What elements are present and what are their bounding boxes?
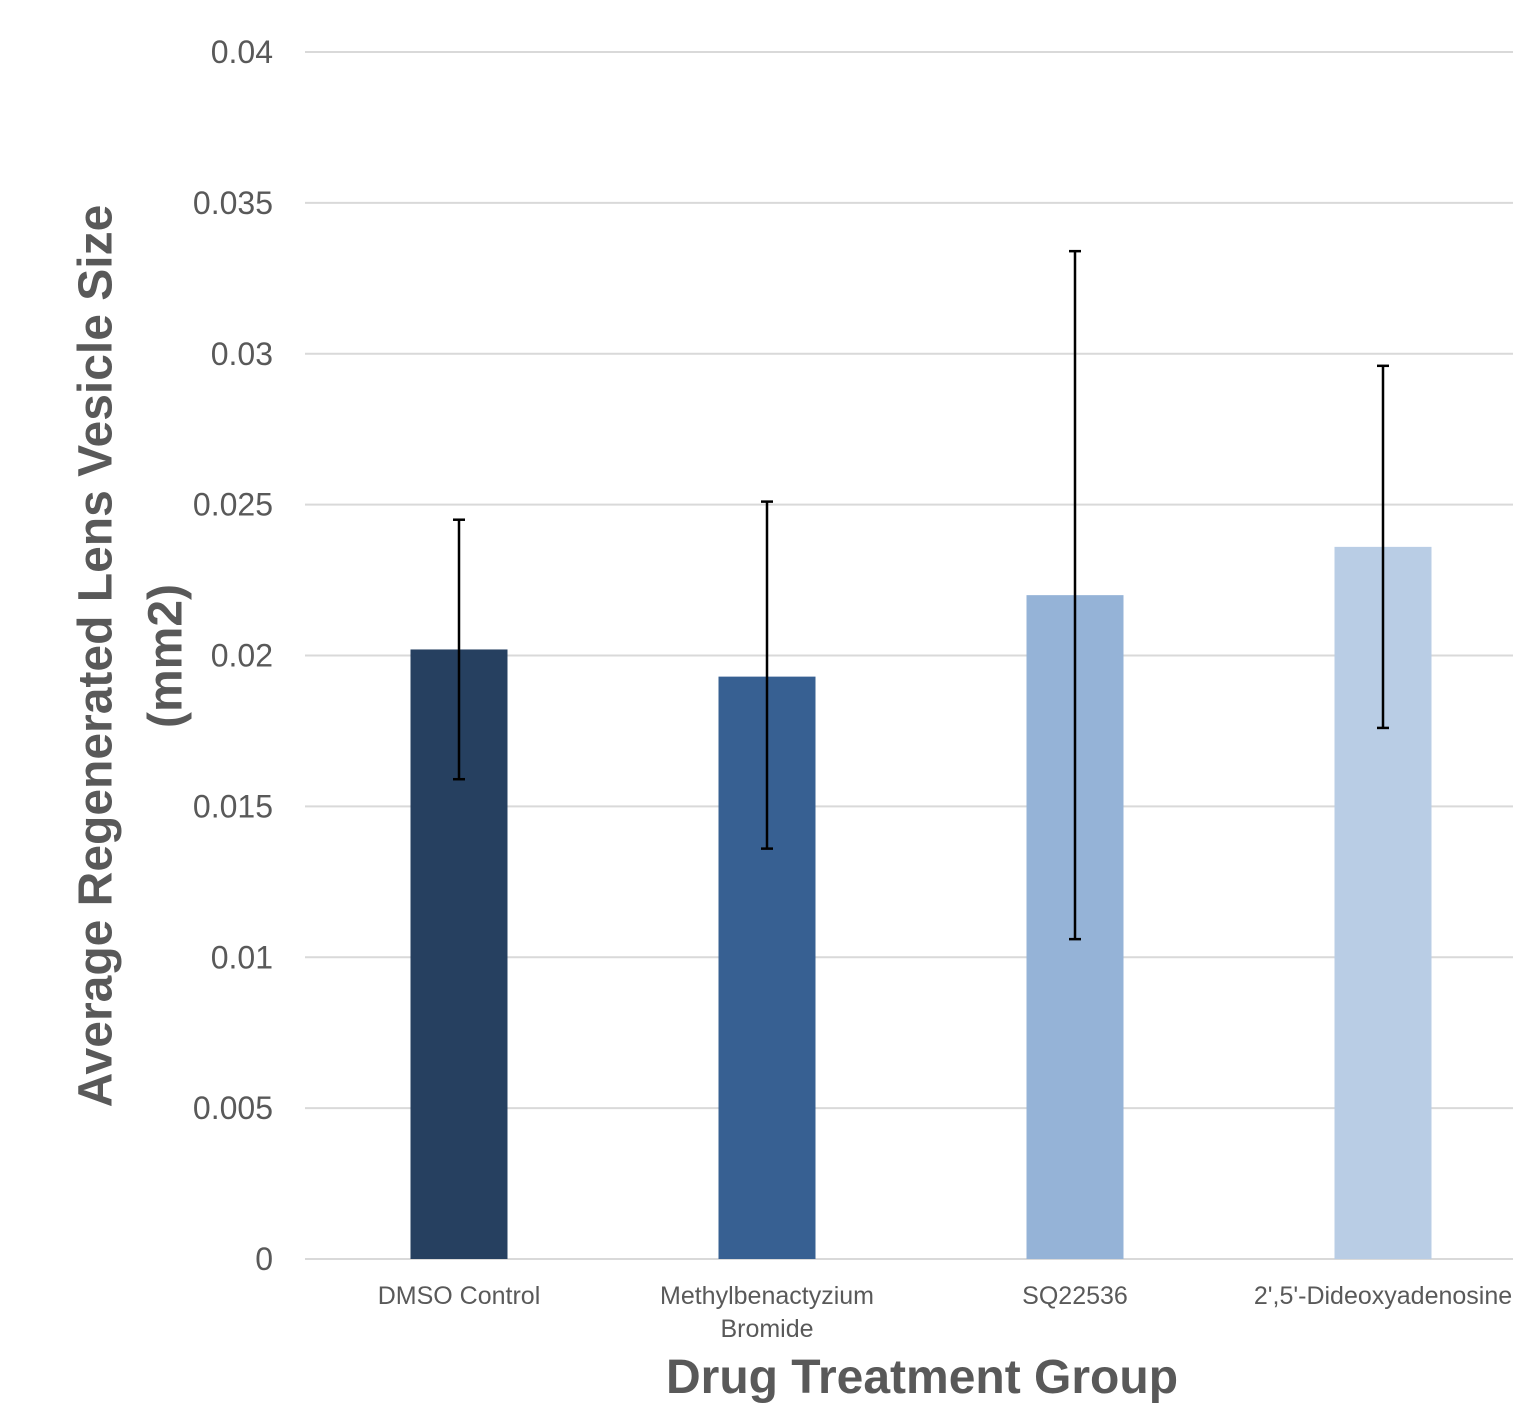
y-axis-title-line: Average Regenerated Lens Vesicle Size xyxy=(70,205,123,1108)
y-tick-label: 0.035 xyxy=(193,185,273,221)
error-bars xyxy=(453,249,1389,941)
y-tick-label: 0.01 xyxy=(211,939,273,975)
y-tick-label: 0.02 xyxy=(211,638,273,674)
y-axis-ticks: 0 0.005 0.01 0.015 0.02 0.025 0.03 0.035 0.04 xyxy=(193,34,273,1277)
x-axis-categories: DMSO Control Methylbenactyzium Bromide SQ22… xyxy=(378,1282,1512,1343)
bars xyxy=(410,546,1432,1259)
y-tick-label: 0 xyxy=(255,1241,273,1277)
x-category-label: 2',5'-Dideoxyadenosine xyxy=(1254,1282,1512,1310)
y-tick-label: 0.03 xyxy=(211,336,273,372)
x-category-label: DMSO Control xyxy=(378,1282,541,1310)
y-axis-title-line: (mm2) xyxy=(140,584,193,728)
y-tick-label: 0.005 xyxy=(193,1090,273,1126)
x-category-label: Methylbenactyzium Bromide xyxy=(660,1282,874,1343)
x-axis-title: Drug Treatment Group xyxy=(666,1351,1178,1404)
x-category-label: SQ22536 xyxy=(1022,1282,1128,1310)
y-tick-label: 0.015 xyxy=(193,788,273,824)
y-tick-label: 0.025 xyxy=(193,487,273,523)
y-axis-title: Average Regenerated Lens Vesicle Size (mm… xyxy=(70,205,193,1108)
y-tick-label: 0.04 xyxy=(211,34,273,70)
